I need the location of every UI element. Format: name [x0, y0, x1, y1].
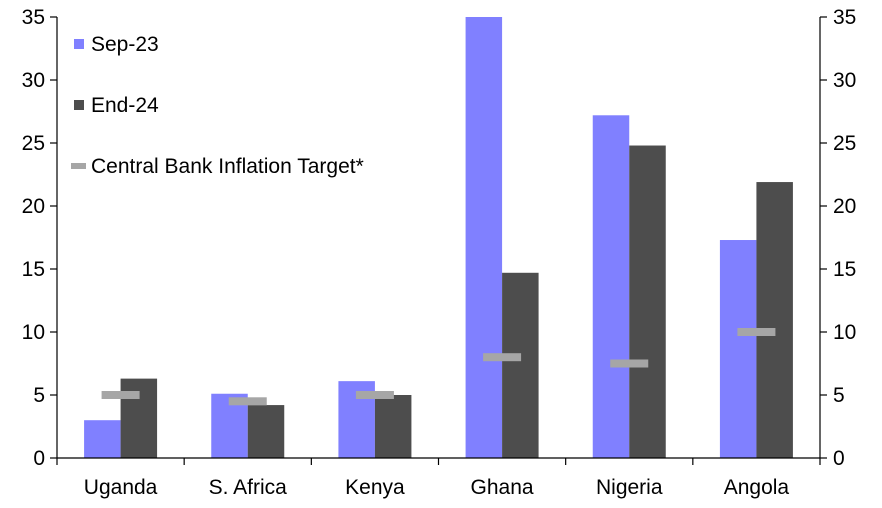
right-y-tick-label: 35	[833, 6, 856, 29]
target-marker-uganda	[101, 391, 140, 399]
legend-swatch-sep-23	[74, 39, 84, 49]
target-marker-s-africa	[228, 397, 267, 406]
bar-end-24-angola	[756, 182, 793, 458]
bar-sep-23-nigeria	[592, 115, 630, 458]
bar-sep-23-angola	[719, 240, 757, 458]
x-category-label: Ghana	[471, 476, 534, 499]
bar-end-24-uganda	[120, 378, 158, 458]
legend-swatch-end-24	[74, 100, 84, 110]
x-category-label: Nigeria	[596, 476, 663, 499]
legend-swatch-target-marker	[71, 163, 86, 169]
target-markers-layer	[101, 328, 776, 406]
x-category-label: Angola	[724, 476, 790, 499]
bar-end-24-kenya	[374, 395, 412, 458]
left-y-tick-label: 5	[33, 384, 45, 407]
bar-end-24-s-africa	[247, 405, 285, 458]
right-y-tick-label: 10	[833, 321, 856, 344]
left-y-tick-label: 30	[22, 69, 45, 92]
x-category-label: S. Africa	[209, 476, 288, 499]
left-y-tick-label: 0	[33, 447, 45, 470]
bar-sep-23-uganda	[84, 420, 121, 458]
target-marker-ghana	[483, 353, 522, 362]
legend-label: End-24	[91, 94, 159, 117]
legend: Sep-23 End-24 Central Bank Inflation Targe…	[71, 33, 364, 178]
bar-end-24-ghana	[502, 272, 539, 458]
bar-end-24-nigeria	[629, 145, 666, 458]
left-y-tick-label: 25	[22, 132, 45, 155]
left-y-tick-label: 20	[22, 195, 45, 218]
legend-label: Central Bank Inflation Target*	[91, 155, 364, 178]
right-y-tick-label: 0	[833, 447, 845, 470]
right-y-tick-label: 15	[833, 258, 856, 281]
bars-layer	[84, 17, 793, 458]
left-y-tick-label: 15	[22, 258, 45, 281]
right-y-tick-label: 25	[833, 132, 856, 155]
x-category-label: Uganda	[84, 476, 158, 499]
right-y-tick-label: 5	[833, 384, 845, 407]
x-category-label: Kenya	[345, 476, 405, 499]
left-y-tick-label: 35	[22, 6, 45, 29]
right-y-tick-label: 30	[833, 69, 856, 92]
bar-sep-23-ghana	[465, 17, 503, 458]
target-marker-nigeria	[610, 359, 649, 368]
right-y-tick-label: 20	[833, 195, 856, 218]
legend-label: Sep-23	[91, 33, 159, 56]
left-y-tick-label: 10	[22, 321, 45, 344]
axes-layer: 0 0 5 5 10 10 15 15 20 20 25 25 30 30 35 35 Uganda S. Afr…	[22, 6, 857, 499]
target-marker-kenya	[355, 391, 394, 399]
target-marker-angola	[737, 328, 776, 336]
